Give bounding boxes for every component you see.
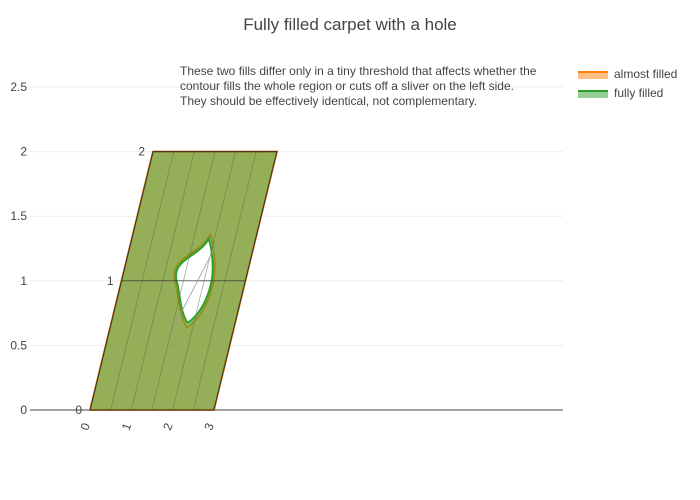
hole-gridline: [170, 241, 219, 333]
chart-title: Fully filled carpet with a hole: [243, 15, 457, 34]
legend-item[interactable]: almost filled: [578, 67, 677, 81]
carpet-outline: [89, 151, 278, 411]
y-tick-label: 1: [20, 274, 27, 288]
carpet-b-tick-label: 2: [138, 145, 145, 159]
legend-swatch-fill: [578, 72, 608, 79]
hole-contour: [175, 236, 214, 325]
legend-swatch-fill: [578, 91, 608, 98]
series-fill-fully-filled: [90, 151, 277, 410]
carpet-tick-labels: 0 1 2 3 0 1 2: [75, 145, 217, 433]
legend-item[interactable]: fully filled: [578, 86, 663, 100]
annotation-text: These two fills differ only in a tiny th…: [180, 64, 537, 108]
carpet-b-tick-label: 1: [107, 274, 114, 288]
annotation-line: They should be effectively identical, no…: [180, 94, 477, 108]
carpet-a-tick-label: 3: [201, 421, 217, 432]
carpet-b-tick-label: 0: [75, 403, 82, 417]
legend[interactable]: almost filled fully filled: [578, 67, 677, 100]
y-tick-label: 2: [20, 145, 27, 159]
annotation-line: contour fills the whole region or cuts o…: [180, 79, 514, 93]
carpet-a-tick-label: 1: [119, 421, 135, 432]
y-tick-label: 2.5: [10, 80, 27, 94]
y-tick-labels: 0 0.5 1 1.5 2 2.5: [10, 80, 27, 417]
annotation-line: These two fills differ only in a tiny th…: [180, 64, 537, 78]
y-tick-label: 0.5: [10, 338, 27, 352]
carpet-plot: [88, 150, 279, 411]
legend-label: fully filled: [614, 86, 663, 100]
carpet-a-tick-label: 0: [78, 421, 94, 432]
y-tick-label: 1.5: [10, 209, 27, 223]
carpet-a-tick-label: 2: [160, 421, 176, 432]
legend-label: almost filled: [614, 67, 677, 81]
y-tick-label: 0: [20, 403, 27, 417]
